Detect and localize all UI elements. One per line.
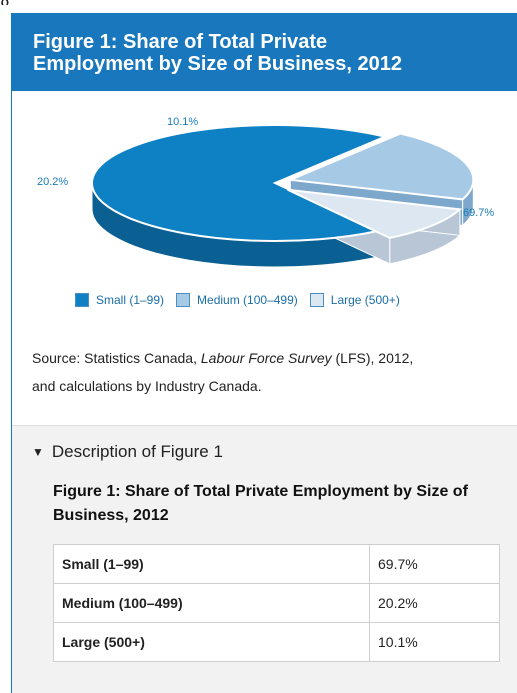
table-cell-label: Medium (100–499) — [53, 583, 370, 623]
table-cell-value: 10.1% — [369, 622, 500, 662]
legend-swatch-medium — [176, 293, 191, 307]
description-toggle-label[interactable]: Description of Figure 1 — [51, 442, 223, 461]
figure-title-line-1: Figure 1: Share of Total Private — [33, 31, 328, 53]
figure-card: Figure 1: Share of Total Private Employm… — [11, 13, 517, 693]
source-survey-name: Labour Force Survey — [200, 350, 332, 366]
clipped-heading-text: g — [0, 0, 10, 5]
source-line-2: and calculations by Industry Canada. — [32, 378, 262, 394]
expand-triangle-icon[interactable]: ▼ — [32, 445, 44, 459]
table-cell-value: 69.7% — [369, 544, 500, 584]
legend-item-small: Small (1–99) — [75, 293, 164, 307]
legend-label-large: Large (500+) — [330, 293, 400, 307]
data-label-small: 69.7% — [463, 207, 494, 219]
table-row: Large (500+) 10.1% — [53, 622, 500, 662]
figure-header: Figure 1: Share of Total Private Employm… — [12, 13, 517, 91]
source-suffix: (LFS), 2012, — [331, 350, 414, 366]
table-cell-label: Small (1–99) — [53, 544, 370, 584]
legend-swatch-large — [309, 293, 324, 307]
data-label-large: 10.1% — [167, 116, 198, 128]
table-row: Small (1–99) 69.7% — [53, 544, 500, 584]
data-table: Small (1–99) 69.7% Medium (100–499) 20.2… — [53, 544, 500, 662]
pie-slice-small — [91, 124, 389, 242]
description-title: Figure 1: Share of Total Private Employm… — [53, 483, 468, 524]
chart-area: 69.7% 20.2% 10.1% Small (1–99) Medium (100… — [12, 91, 517, 333]
pie-chart: 69.7% 20.2% 10.1% — [37, 116, 494, 268]
source-line-1: Source: Statistics Canada, Labour Force … — [32, 344, 502, 372]
table-cell-label: Large (500+) — [53, 622, 370, 662]
source-note: Source: Statistics Canada, Labour Force … — [32, 344, 502, 400]
legend-item-large: Large (500+) — [309, 293, 400, 307]
chart-legend: Small (1–99) Medium (100–499) Large (500… — [75, 293, 412, 307]
description-panel: ▼ Description of Figure 1 Figure 1: Shar… — [12, 425, 517, 693]
legend-swatch-small — [75, 293, 89, 307]
pie-slice-large — [287, 188, 463, 239]
legend-label-small: Small (1–99) — [96, 293, 165, 307]
source-prefix: Source: Statistics Canada, — [32, 350, 201, 366]
data-label-medium: 20.2% — [37, 176, 68, 188]
legend-item-medium: Medium (100–499) — [176, 293, 298, 307]
pie-slice-medium — [286, 132, 475, 201]
figure-title-line-2: Employment by Size of Business, 2012 — [33, 53, 403, 75]
table-row: Medium (100–499) 20.2% — [53, 583, 500, 623]
description-toggle[interactable]: ▼ Description of Figure 1 — [32, 442, 223, 462]
table-cell-value: 20.2% — [369, 583, 500, 623]
legend-label-medium: Medium (100–499) — [197, 293, 298, 307]
